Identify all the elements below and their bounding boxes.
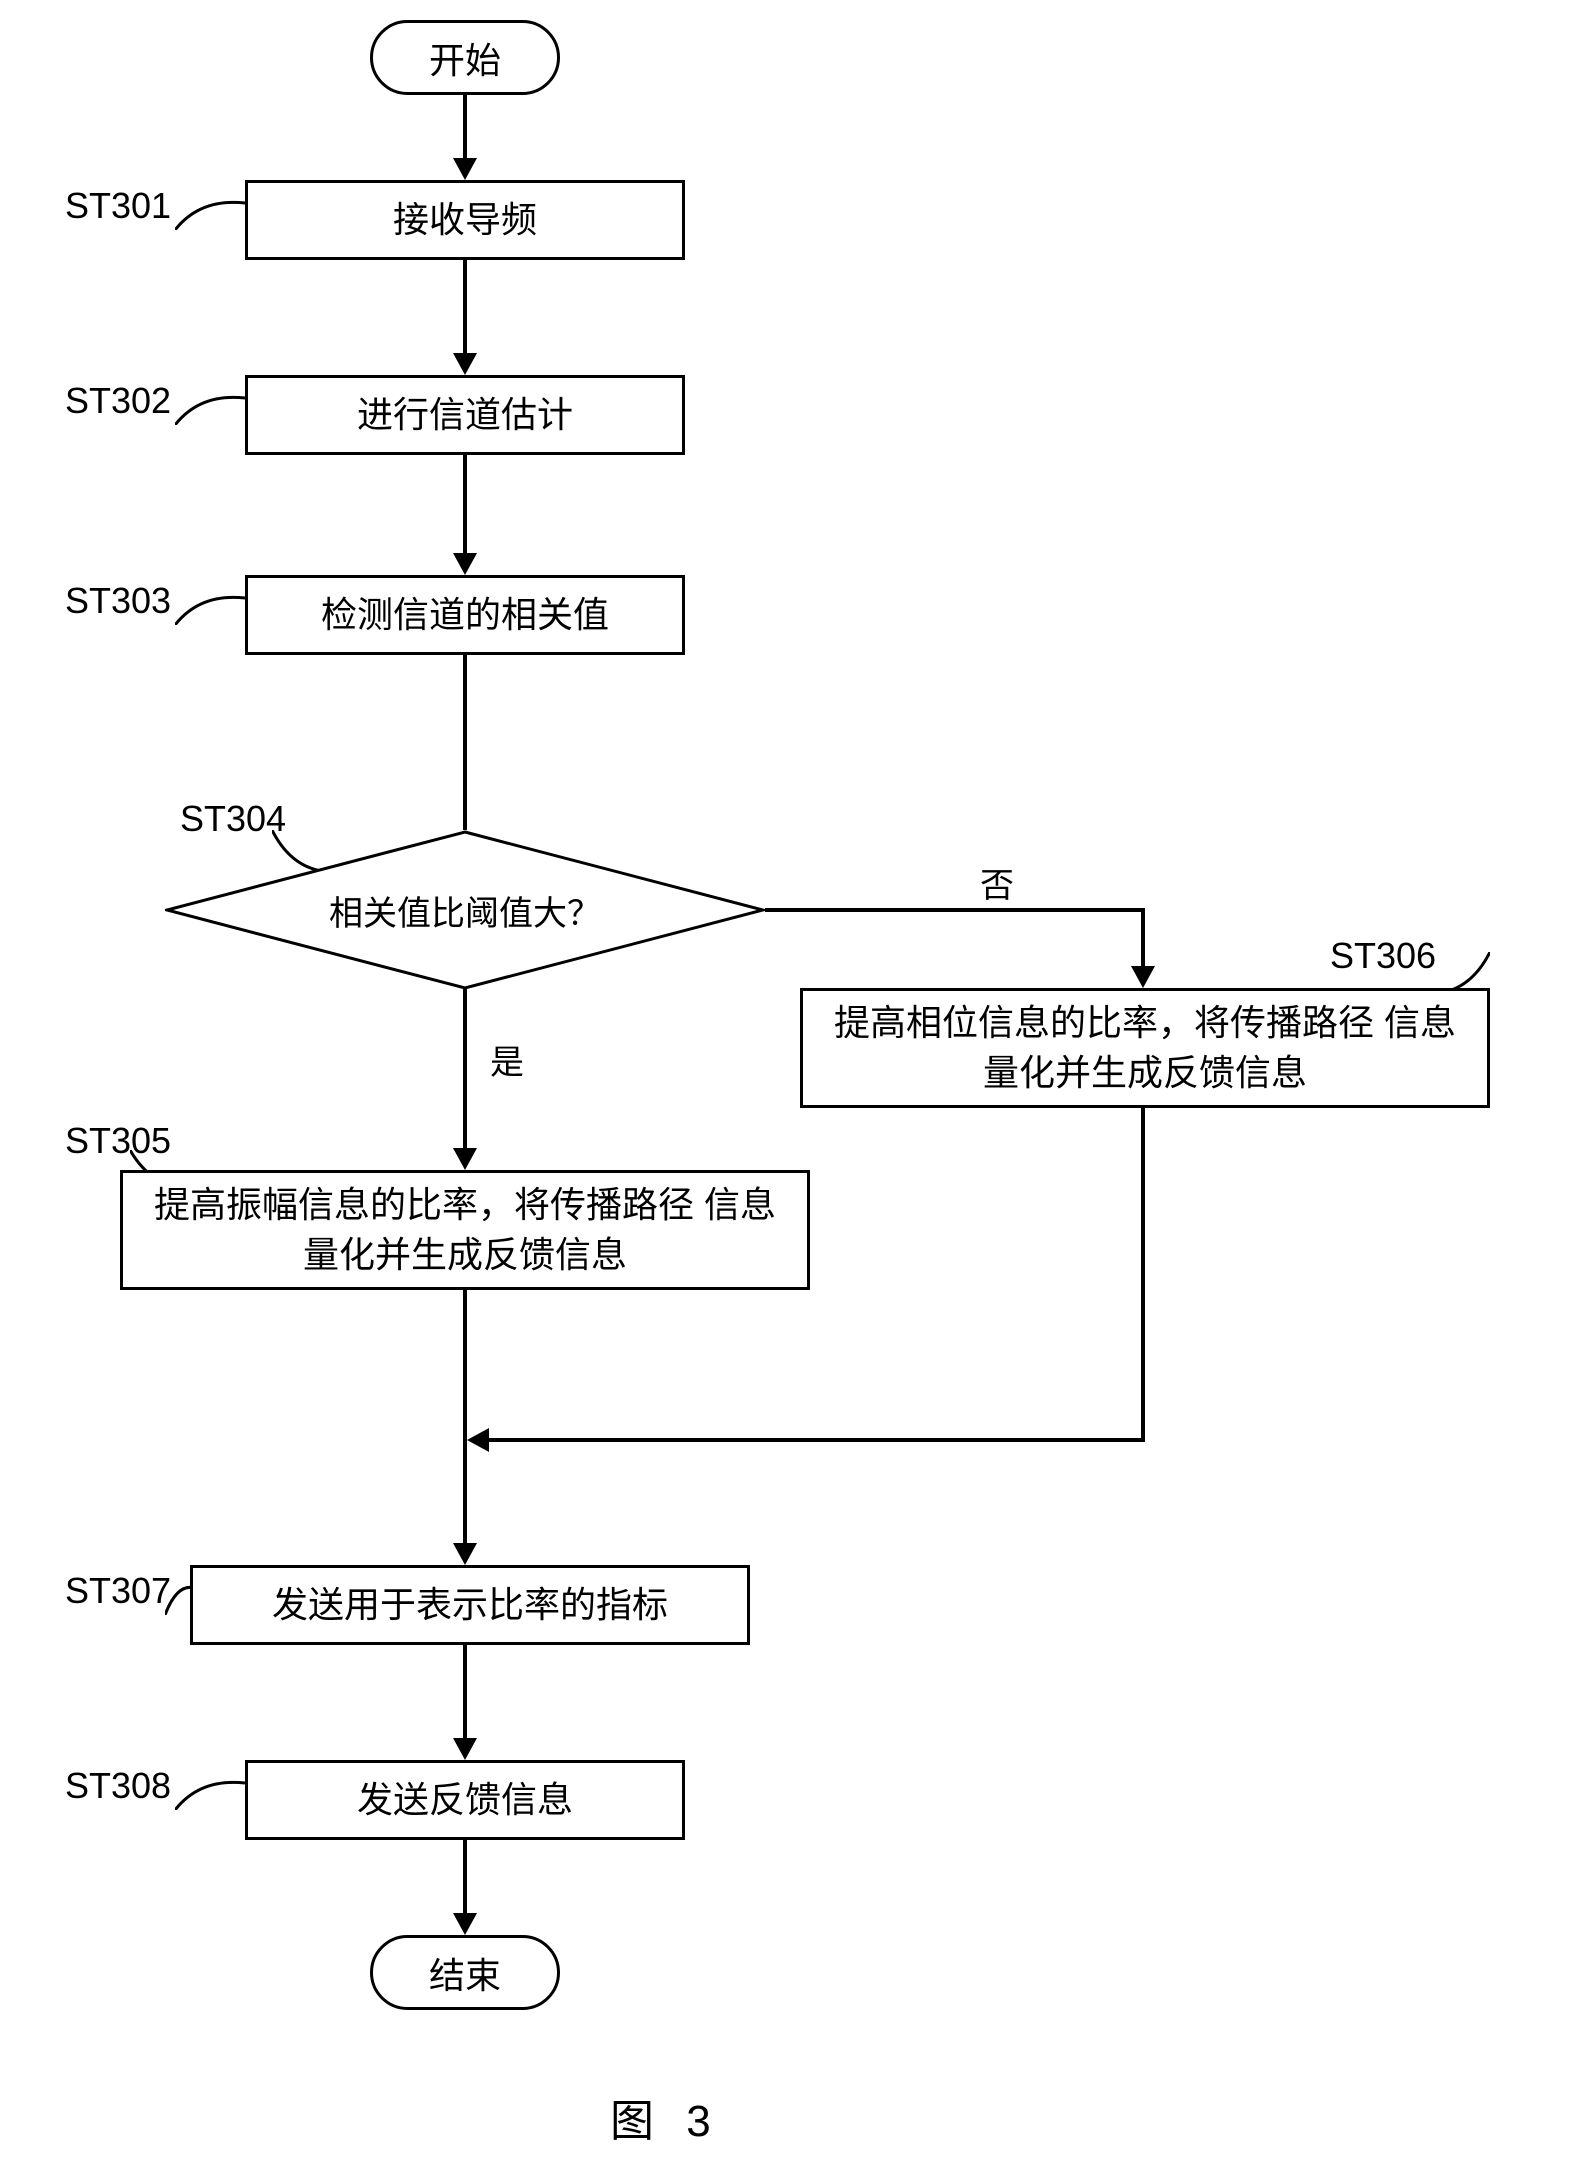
- process-st301-text: 接收导频: [393, 195, 537, 245]
- edge-merge-st307: [463, 1440, 467, 1545]
- terminal-start-label: 开始: [429, 32, 501, 84]
- process-st307-text: 发送用于表示比率的指标: [272, 1580, 668, 1630]
- branch-label-no: 否: [980, 858, 1014, 907]
- step-label-st307: ST307: [65, 1570, 171, 1612]
- leader-st308: [175, 1780, 245, 1810]
- process-st306-text: 提高相位信息的比率，将传播路径 信息量化并生成反馈信息: [823, 998, 1467, 1099]
- edge-st303-st304: [463, 655, 467, 830]
- process-st308: 发送反馈信息: [245, 1760, 685, 1840]
- edge-st304-no-v: [1141, 908, 1145, 970]
- step-label-st306: ST306: [1330, 935, 1436, 977]
- leader-st301: [175, 200, 245, 230]
- arrowhead-merge-st307: [453, 1543, 477, 1565]
- terminal-end: 结束: [370, 1935, 560, 2010]
- process-st305-text: 提高振幅信息的比率，将传播路径 信息量化并生成反馈信息: [143, 1180, 787, 1281]
- arrowhead-st302-st303: [453, 553, 477, 575]
- process-st305: 提高振幅信息的比率，将传播路径 信息量化并生成反馈信息: [120, 1170, 810, 1290]
- step-label-st301: ST301: [65, 185, 171, 227]
- arrowhead-st304-yes: [453, 1148, 477, 1170]
- arrowhead-start-st301: [453, 158, 477, 180]
- arrowhead-st308-end: [453, 1913, 477, 1935]
- decision-st304: 相关值比阈值大？: [165, 830, 765, 990]
- leader-st302: [175, 395, 245, 425]
- process-st302: 进行信道估计: [245, 375, 685, 455]
- process-st302-text: 进行信道估计: [357, 390, 573, 440]
- process-st307: 发送用于表示比率的指标: [190, 1565, 750, 1645]
- edge-st304-no-h: [765, 908, 1145, 912]
- step-label-st303: ST303: [65, 580, 171, 622]
- edge-st302-st303: [463, 455, 467, 555]
- terminal-end-label: 结束: [429, 1947, 501, 1999]
- leader-st303: [175, 595, 245, 625]
- arrowhead-merge: [467, 1428, 489, 1452]
- decision-st304-text: 相关值比阈值大？: [329, 886, 601, 935]
- edge-st305-merge: [463, 1290, 467, 1440]
- edge-start-st301: [463, 95, 467, 160]
- step-label-st302: ST302: [65, 380, 171, 422]
- process-st303-text: 检测信道的相关值: [321, 590, 609, 640]
- step-label-st308: ST308: [65, 1765, 171, 1807]
- figure-caption: 图 3: [610, 2085, 721, 2149]
- flowchart-canvas: 开始 ST301 接收导频 ST302 进行信道估计 ST303 检测信道的相关…: [0, 0, 1580, 2161]
- process-st306: 提高相位信息的比率，将传播路径 信息量化并生成反馈信息: [800, 988, 1490, 1108]
- edge-st306-down: [1141, 1108, 1145, 1442]
- process-st308-text: 发送反馈信息: [357, 1775, 573, 1825]
- process-st301: 接收导频: [245, 180, 685, 260]
- process-st303: 检测信道的相关值: [245, 575, 685, 655]
- edge-st306-left: [489, 1438, 1145, 1442]
- terminal-start: 开始: [370, 20, 560, 95]
- edge-st301-st302: [463, 260, 467, 355]
- edge-st307-st308: [463, 1645, 467, 1740]
- branch-label-yes: 是: [490, 1035, 524, 1084]
- edge-st304-yes: [463, 988, 467, 1150]
- arrowhead-st301-st302: [453, 353, 477, 375]
- arrowhead-st307-st308: [453, 1738, 477, 1760]
- edge-st308-end: [463, 1840, 467, 1915]
- arrowhead-st304-no: [1131, 966, 1155, 988]
